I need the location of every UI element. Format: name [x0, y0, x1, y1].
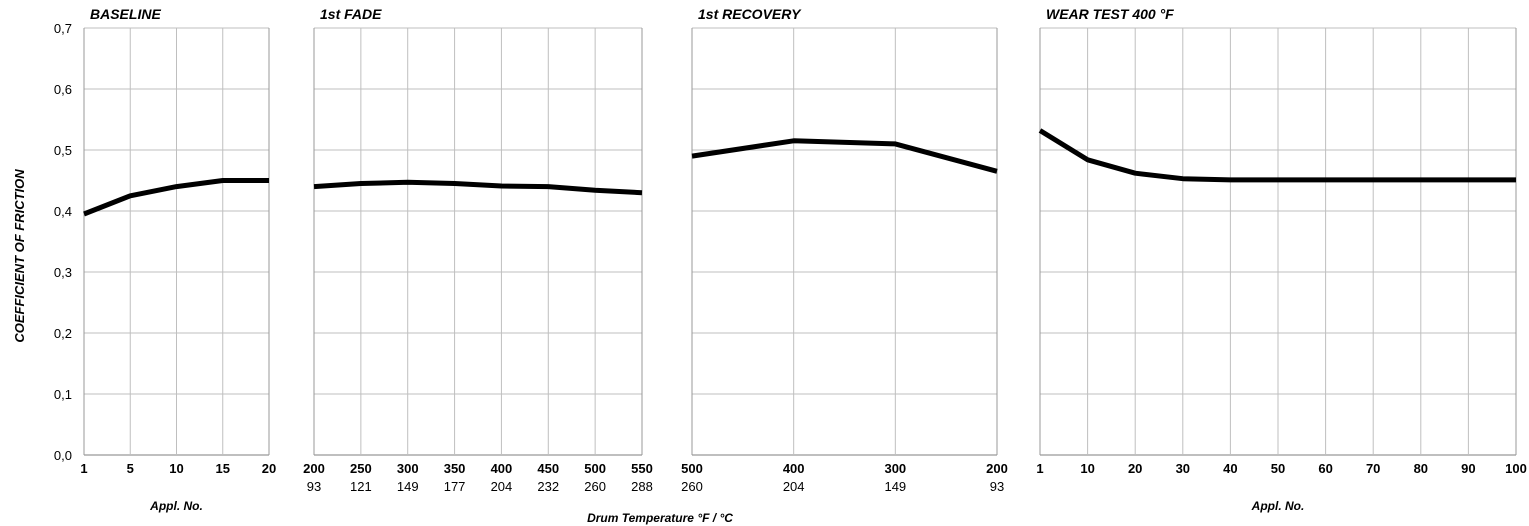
x-tick-label: 1 [80, 461, 87, 476]
series-line [313, 179, 643, 196]
y-tick-label: 0,0 [54, 448, 72, 463]
x-tick-label: 400 [491, 461, 513, 476]
x-tick-label-celsius: 260 [584, 479, 606, 494]
x-tick-label-celsius: 288 [631, 479, 653, 494]
x-tick-label: 10 [1080, 461, 1094, 476]
y-axis-label: COEFFICIENT OF FRICTION [12, 169, 27, 343]
x-tick-label-celsius: 204 [783, 479, 805, 494]
x-tick-label: 200 [303, 461, 325, 476]
x-tick-label: 100 [1505, 461, 1527, 476]
x-tick-label-celsius: 149 [397, 479, 419, 494]
x-tick-label-celsius: 177 [444, 479, 466, 494]
x-tick-label: 1 [1036, 461, 1043, 476]
x-tick-label-celsius: 260 [681, 479, 703, 494]
panel-title: WEAR TEST 400 °F [1046, 6, 1174, 22]
x-tick-label: 90 [1461, 461, 1475, 476]
y-tick-label: 0,3 [54, 265, 72, 280]
y-tick-label: 0,4 [54, 204, 72, 219]
x-tick-label: 80 [1414, 461, 1428, 476]
y-tick-label: 0,6 [54, 82, 72, 97]
panel-title: 1st FADE [320, 6, 382, 22]
x-tick-label: 500 [681, 461, 703, 476]
panel-x-axis-label: Appl. No. [1251, 499, 1305, 513]
panel-title: BASELINE [90, 6, 161, 22]
panel-3: 1st RECOVERY 500 400 300 200 260 204 149 93 [681, 6, 1008, 494]
x-tick-label-celsius: 93 [990, 479, 1004, 494]
series-line [691, 138, 998, 174]
panel-x-axis-label: Appl. No. [149, 499, 203, 513]
y-tick-label: 0,5 [54, 143, 72, 158]
x-tick-label: 400 [783, 461, 805, 476]
x-tick-label: 60 [1318, 461, 1332, 476]
x-tick-label-celsius: 149 [884, 479, 906, 494]
series-line [83, 178, 269, 217]
panel-2: 1st FADE 200 250 300 350 400 450 500 550 93 121 149… [303, 6, 653, 494]
x-tick-label: 450 [537, 461, 559, 476]
x-tick-label: 20 [262, 461, 276, 476]
x-tick-label: 30 [1176, 461, 1190, 476]
x-tick-label: 250 [350, 461, 372, 476]
x-tick-label: 300 [884, 461, 906, 476]
x-tick-label: 550 [631, 461, 653, 476]
x-tick-label: 70 [1366, 461, 1380, 476]
panel-4: WEAR TEST 400 °F 1 10 20 30 40 50 60 70 80 90 100 Ap… [1036, 6, 1526, 513]
x-tick-label-celsius: 232 [537, 479, 559, 494]
x-tick-label: 40 [1223, 461, 1237, 476]
x-tick-label-celsius: 93 [307, 479, 321, 494]
x-tick-label: 20 [1128, 461, 1142, 476]
x-tick-label: 300 [397, 461, 419, 476]
x-tick-label: 10 [169, 461, 183, 476]
y-tick-label: 0,2 [54, 326, 72, 341]
x-tick-label: 350 [444, 461, 466, 476]
drum-temperature-label: Drum Temperature °F / °C [587, 511, 733, 525]
x-tick-label: 50 [1271, 461, 1285, 476]
x-tick-label: 500 [584, 461, 606, 476]
panel-title: 1st RECOVERY [698, 6, 802, 22]
y-axis: 0,0 0,1 0,2 0,3 0,4 0,5 0,6 0,7 [54, 21, 72, 463]
x-tick-label: 5 [127, 461, 134, 476]
x-tick-label-celsius: 121 [350, 479, 372, 494]
x-tick-label-celsius: 204 [491, 479, 513, 494]
y-tick-label: 0,1 [54, 387, 72, 402]
x-tick-label: 200 [986, 461, 1008, 476]
x-tick-label: 15 [216, 461, 230, 476]
y-tick-label: 0,7 [54, 21, 72, 36]
series-line [1038, 128, 1516, 183]
